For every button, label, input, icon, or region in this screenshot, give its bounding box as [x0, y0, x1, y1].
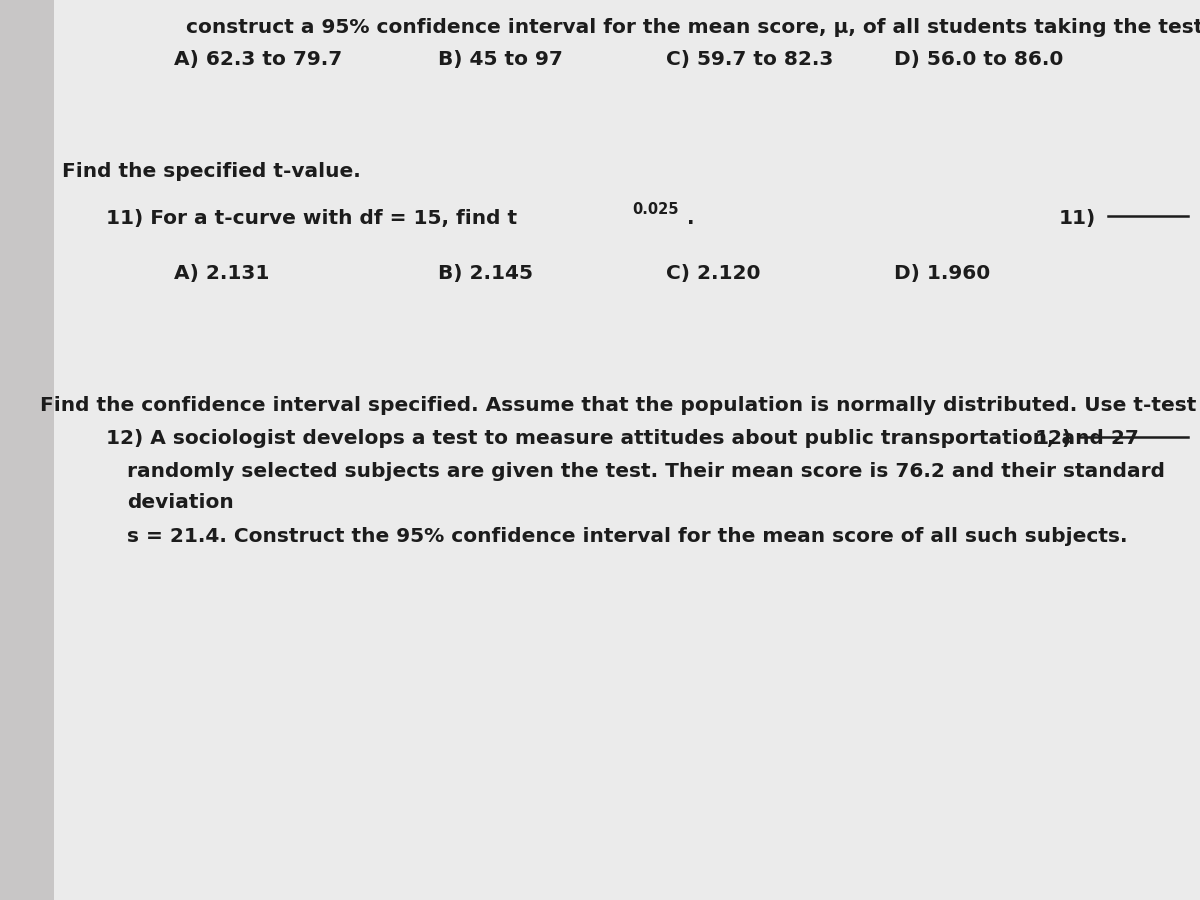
Text: C) 2.120: C) 2.120: [666, 264, 761, 283]
Text: D) 56.0 to 86.0: D) 56.0 to 86.0: [894, 50, 1063, 68]
FancyBboxPatch shape: [54, 0, 1200, 900]
Text: .: .: [680, 209, 695, 228]
Text: 12) A sociologist develops a test to measure attitudes about public transportati: 12) A sociologist develops a test to mea…: [106, 429, 1139, 448]
Text: Find the confidence interval specified. Assume that the population is normally d: Find the confidence interval specified. …: [40, 396, 1196, 415]
Text: Find the specified t-value.: Find the specified t-value.: [62, 162, 361, 181]
Text: A) 2.131: A) 2.131: [174, 264, 269, 283]
Text: 11) For a t-curve with df = 15, find t: 11) For a t-curve with df = 15, find t: [106, 209, 517, 228]
Text: 12): 12): [1034, 429, 1072, 448]
Text: 0.025: 0.025: [632, 202, 679, 218]
Text: 11): 11): [1058, 209, 1096, 228]
Text: s = 21.4. Construct the 95% confidence interval for the mean score of all such s: s = 21.4. Construct the 95% confidence i…: [127, 526, 1128, 545]
Text: C) 59.7 to 82.3: C) 59.7 to 82.3: [666, 50, 833, 68]
Text: B) 45 to 97: B) 45 to 97: [438, 50, 563, 68]
Text: A) 62.3 to 79.7: A) 62.3 to 79.7: [174, 50, 342, 68]
Text: randomly selected subjects are given the test. Their mean score is 76.2 and thei: randomly selected subjects are given the…: [127, 462, 1165, 481]
Text: D) 1.960: D) 1.960: [894, 264, 990, 283]
Text: deviation: deviation: [127, 493, 234, 512]
Text: B) 2.145: B) 2.145: [438, 264, 533, 283]
Text: construct a 95% confidence interval for the mean score, μ, of all students takin: construct a 95% confidence interval for …: [186, 18, 1200, 37]
